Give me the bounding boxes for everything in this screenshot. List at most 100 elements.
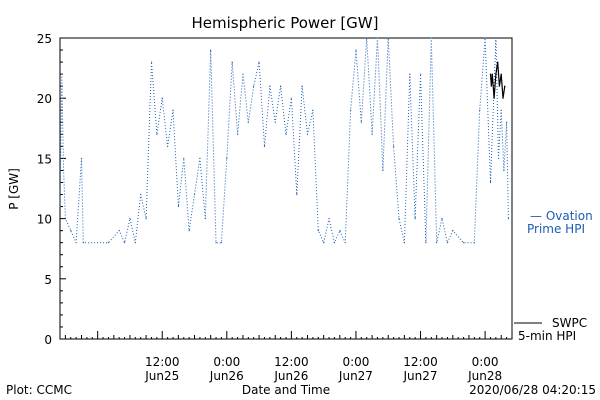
data-point <box>425 242 427 244</box>
data-point <box>507 218 510 220</box>
data-point <box>489 73 492 75</box>
data-point <box>134 242 136 244</box>
data-point <box>502 97 504 99</box>
x-tick-label-time: 0:00 <box>472 355 499 369</box>
data-point <box>183 157 185 159</box>
plot-frame <box>59 37 513 340</box>
data-point <box>274 121 276 123</box>
y-tick-label: 15 <box>37 152 52 166</box>
data-point <box>280 85 282 87</box>
legend-ovation-line1: — Ovation <box>530 209 593 223</box>
data-point <box>333 242 336 244</box>
data-point <box>172 109 174 111</box>
series-line-ovation <box>59 37 509 245</box>
data-point <box>479 109 481 111</box>
data-point <box>161 97 163 99</box>
data-point <box>156 133 158 135</box>
data-point <box>123 242 126 244</box>
y-tick-label: 5 <box>44 273 52 287</box>
y-tick-label: 20 <box>37 92 52 106</box>
data-point <box>263 145 266 147</box>
data-point <box>317 230 319 232</box>
data-point <box>82 242 84 244</box>
legend-swpc-line2: 5-min HPI <box>518 329 576 343</box>
data-point <box>210 49 212 51</box>
y-axis-ticks: 0 5 10 15 20 25 <box>37 32 66 347</box>
data-point <box>387 37 389 39</box>
data-point <box>441 218 443 220</box>
data-point <box>296 193 298 196</box>
data-point <box>220 242 223 244</box>
data-point <box>344 242 346 244</box>
chart-title: Hemispheric Power [GW] <box>192 14 379 32</box>
data-point <box>70 230 72 232</box>
data-point <box>226 157 228 159</box>
data-point <box>446 242 449 244</box>
data-point <box>371 133 373 135</box>
data-point <box>473 242 475 244</box>
data-point <box>199 157 201 159</box>
data-point <box>495 37 497 39</box>
data-point <box>269 85 271 87</box>
data-point <box>489 181 492 184</box>
data-point <box>490 85 492 87</box>
data-point <box>140 193 142 196</box>
data-point <box>118 230 120 232</box>
data-point <box>258 61 260 63</box>
x-axis-label: Date and Time <box>242 383 330 397</box>
axes <box>59 37 513 340</box>
x-tick-label-time: 0:00 <box>213 355 240 369</box>
data-point <box>497 157 500 159</box>
data-point <box>285 133 287 135</box>
data-point <box>215 242 217 244</box>
data-point <box>188 230 190 232</box>
data-point <box>498 85 501 87</box>
data-point <box>107 242 110 244</box>
data-point <box>339 230 341 232</box>
series-line-swpc <box>489 62 506 99</box>
x-tick-label-date: Jun28 <box>467 369 502 383</box>
data-point <box>231 61 233 63</box>
x-tick-label-date: Jun25 <box>144 369 179 383</box>
data-point <box>500 73 502 75</box>
x-tick-label-date: Jun26 <box>209 369 244 383</box>
data-point <box>462 242 465 244</box>
data-point <box>398 218 400 220</box>
data-point <box>61 73 63 75</box>
data-point <box>495 73 497 75</box>
x-tick-label-date: Jun27 <box>338 369 373 383</box>
data-point <box>75 242 77 244</box>
data-point <box>360 121 362 123</box>
data-point <box>247 121 249 123</box>
data-point <box>506 121 508 123</box>
legend: — Ovation Prime HPI SWPC 5-min HPI <box>514 209 593 343</box>
data-point <box>493 97 495 99</box>
data-point <box>366 37 368 39</box>
data-point <box>484 37 486 39</box>
data-point <box>376 37 379 39</box>
data-point <box>312 109 314 111</box>
data-point <box>382 169 384 172</box>
data-point <box>242 73 244 75</box>
x-tick-label-time: 0:00 <box>342 355 369 369</box>
data-point <box>193 193 196 196</box>
data-point <box>403 242 405 244</box>
data-point <box>204 218 206 220</box>
x-tick-label-date: Jun27 <box>403 369 438 383</box>
x-tick-label-time: 12:00 <box>403 355 438 369</box>
data-point <box>150 61 153 63</box>
data-point <box>430 37 432 39</box>
data-point <box>62 169 65 172</box>
data-point <box>503 169 505 172</box>
data-point <box>452 230 454 232</box>
data-point <box>497 61 499 63</box>
x-tick-label-time: 12:00 <box>274 355 309 369</box>
x-tick-label-date: Jun26 <box>273 369 308 383</box>
data-point <box>59 205 61 208</box>
data-point <box>301 85 303 87</box>
data-point <box>290 97 292 99</box>
data-point <box>253 85 255 87</box>
legend-swpc-line1: SWPC <box>552 316 587 330</box>
data-point <box>436 242 438 244</box>
